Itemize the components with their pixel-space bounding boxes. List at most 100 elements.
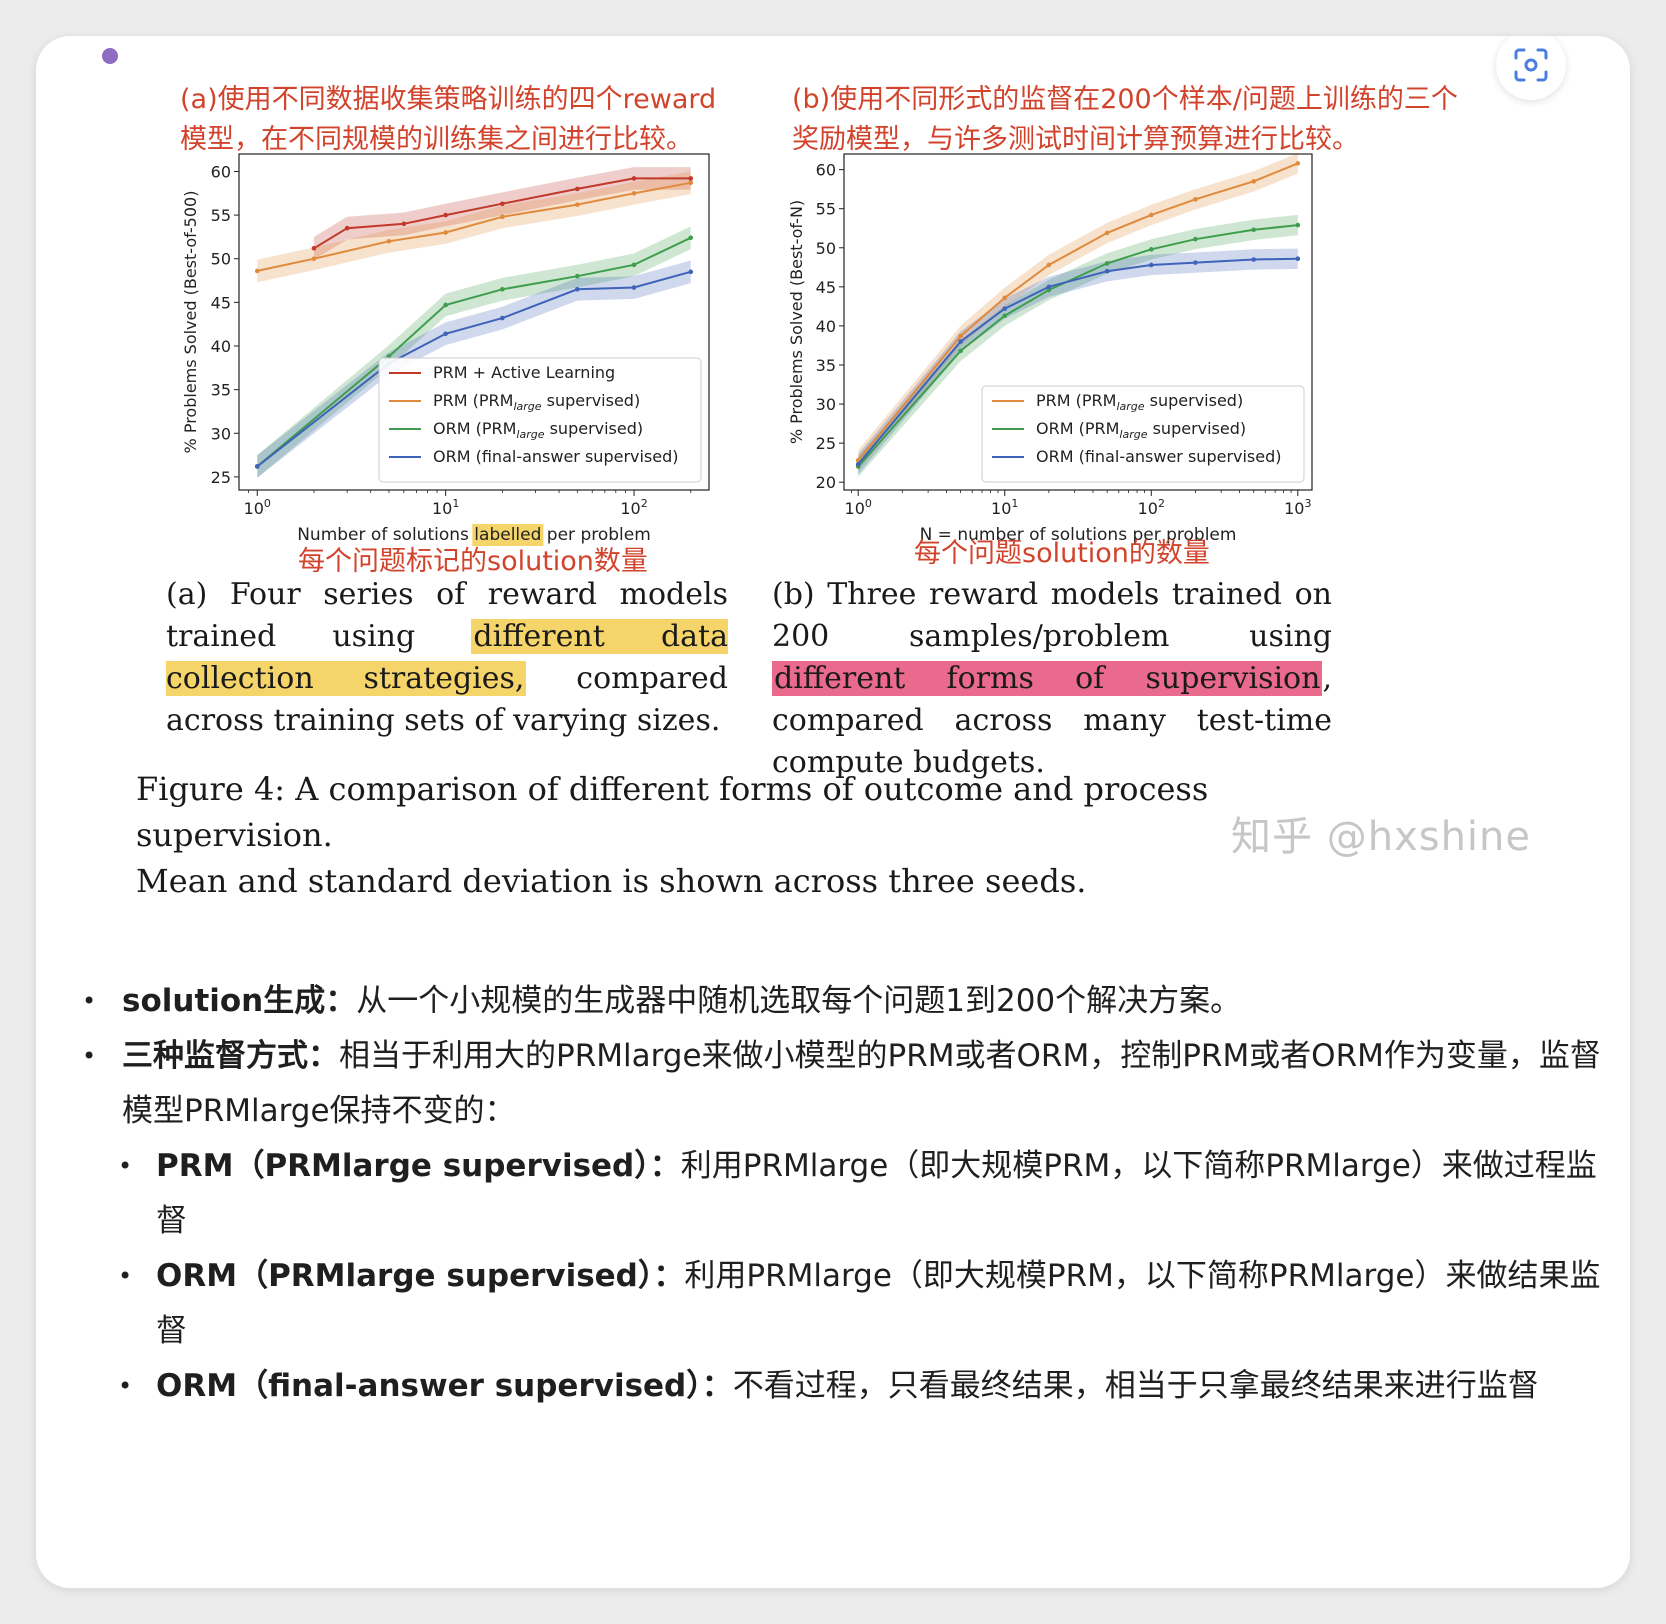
data-point (1148, 247, 1154, 252)
plot-frame (843, 153, 1313, 491)
legend-label: ORM (PRMlarge supervised) (1036, 419, 1246, 441)
series-band (257, 260, 691, 478)
data-point (443, 302, 448, 308)
x-tick-label: 100 (244, 497, 271, 518)
data-point (1251, 179, 1256, 184)
data-point (958, 339, 963, 344)
data-point (1295, 256, 1301, 262)
note-title: solution生成： (122, 983, 357, 1019)
y-axis-label: % Problems Solved (Best-of-500) (181, 191, 200, 454)
data-point (688, 180, 694, 186)
note-text: 利用PRMlarge（即大规模PRM，以下简称PRMlarge）来做过程监督 (156, 1148, 1597, 1239)
series-band (257, 171, 691, 283)
y-tick-label: 40 (211, 337, 231, 356)
y-tick-label: 45 (816, 278, 836, 297)
data-point (958, 333, 963, 339)
scan-icon (1514, 48, 1548, 82)
note-subitem: ORM（PRMlarge supervised）：利用PRMlarge（即大规模… (62, 1249, 1602, 1359)
data-point (386, 238, 392, 244)
data-point (575, 202, 580, 207)
caption-b-post: , compared across many test-time compute… (772, 661, 1332, 780)
status-dot (102, 48, 118, 64)
y-tick-label: 55 (816, 200, 836, 219)
caption-a-post: compared across training sets of varying… (166, 661, 728, 738)
x-tick-label: 100 (845, 497, 872, 518)
panel-b-annotation: (b)使用不同形式的监督在200个样本/问题上训练的三个奖励模型，与许多测试时间… (792, 84, 1458, 155)
data-point (443, 212, 448, 218)
data-point (1046, 284, 1052, 290)
chart-a: 25 30 35 40 45 50 55 60 100 101 102 % Problems Solv… (181, 153, 710, 546)
series-line (257, 181, 691, 272)
data-point (1104, 261, 1110, 266)
series-band (858, 248, 1298, 475)
legend-label: ORM (final-answer supervised) (433, 447, 679, 466)
y-tick-label: 55 (211, 206, 231, 225)
data-point (443, 230, 448, 235)
figure-caption-line1: Figure 4: A comparison of different form… (136, 770, 1209, 854)
data-point (500, 201, 505, 207)
y-tick-label: 60 (211, 162, 231, 181)
chart-b: 20 25 30 35 40 45 50 55 60 100 101 102 103 % Problems… (787, 153, 1313, 545)
y-tick-label: 35 (211, 381, 231, 400)
data-point (1295, 222, 1301, 228)
data-point (631, 176, 637, 181)
note-title: ORM（PRMlarge supervised）： (156, 1258, 685, 1294)
legend-label: PRM + Active Learning (433, 363, 615, 382)
legend-box (378, 357, 702, 483)
x-tick-label: 102 (1138, 497, 1165, 518)
note-subitem: PRM（PRMlarge supervised）：利用PRMlarge（即大规模… (62, 1139, 1602, 1249)
figure-caption: Figure 4: A comparison of different form… (136, 766, 1396, 904)
xlabel-highlight (472, 524, 544, 546)
data-point (311, 245, 317, 251)
y-tick-label: 20 (816, 473, 836, 492)
data-point (500, 315, 505, 321)
data-point (1104, 268, 1110, 274)
data-point (254, 464, 260, 469)
caption-b-highlight: different forms of supervision (772, 661, 1323, 696)
y-axis-label: % Problems Solved (Best-of-N) (787, 200, 806, 444)
series-band (858, 214, 1298, 477)
data-point (443, 331, 448, 337)
data-point (575, 273, 580, 279)
note-title: PRM（PRMlarge supervised）： (156, 1148, 681, 1184)
y-tick-label: 50 (816, 239, 836, 258)
figure-caption-line2: Mean and standard deviation is shown acr… (136, 862, 1087, 900)
data-point (688, 269, 694, 275)
legend-label: ORM (final-answer supervised) (1036, 447, 1282, 466)
data-point (958, 348, 963, 354)
x-axis-label: Number of solutions labelled per problem (297, 525, 651, 545)
y-tick-label: 25 (211, 468, 231, 487)
data-point (1046, 262, 1052, 268)
data-point (1104, 230, 1110, 236)
data-point (500, 214, 505, 220)
panel-b-caption: (b) Three reward models trained on 200 s… (772, 574, 1332, 784)
data-point (855, 461, 861, 467)
data-point (1002, 306, 1008, 312)
data-point (500, 286, 505, 292)
data-point (1251, 257, 1256, 262)
legend-label: PRM (PRMlarge supervised) (433, 391, 640, 413)
data-point (575, 186, 580, 192)
legend-label: ORM (PRMlarge supervised) (433, 419, 643, 441)
y-tick-label: 45 (211, 293, 231, 312)
image-scan-button[interactable] (1496, 36, 1566, 100)
data-point (1251, 227, 1256, 233)
y-tick-label: 30 (211, 424, 231, 443)
panel-a-caption: (a) Four series of reward models trained… (166, 574, 728, 742)
data-point (1148, 212, 1154, 218)
panel-a-bottom-annotation: 每个问题标记的solution数量 (298, 546, 648, 577)
series-band (858, 153, 1298, 471)
y-tick-label: 50 (211, 250, 231, 269)
x-tick-label: 103 (1284, 497, 1311, 518)
notes-list: solution生成：从一个小规模的生成器中随机选取每个问题1到200个解决方案… (62, 974, 1602, 1414)
y-tick-label: 40 (816, 317, 836, 336)
y-tick-label: 60 (816, 161, 836, 180)
data-point (631, 285, 637, 290)
x-tick-label: 102 (620, 497, 647, 518)
series-band (314, 167, 691, 260)
data-point (575, 286, 580, 292)
caption-a-pre: (a) Four series of reward models trained… (166, 577, 728, 654)
legend-label: PRM (PRMlarge supervised) (1036, 391, 1243, 413)
data-point (1295, 161, 1301, 166)
watermark: 知乎 @hxshine (1231, 814, 1532, 860)
